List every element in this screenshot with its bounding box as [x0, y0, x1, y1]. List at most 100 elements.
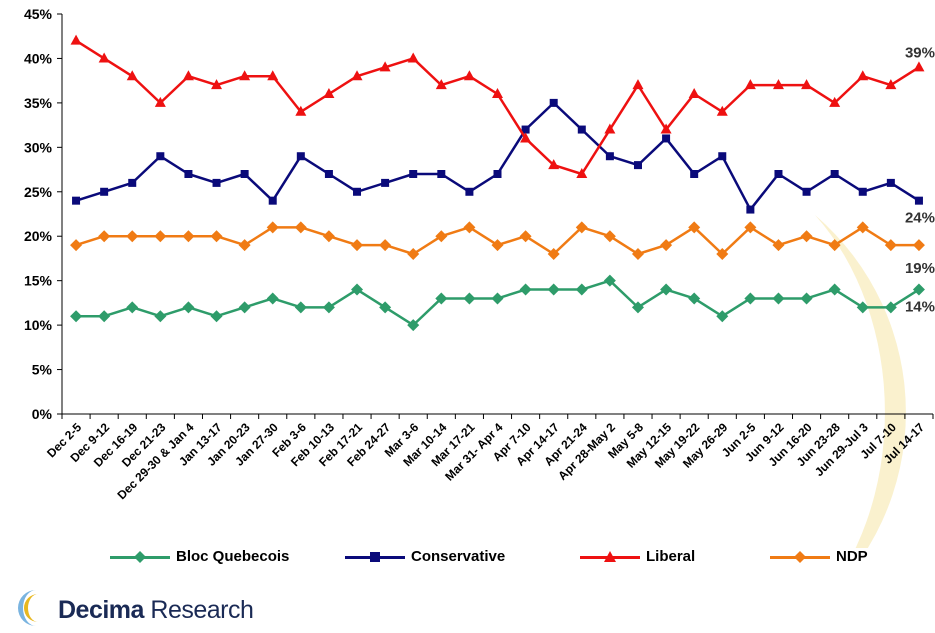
data-point-conservative [184, 170, 193, 178]
y-tick-label: 0% [32, 406, 53, 422]
logo-name: Decima Research [58, 596, 254, 625]
data-point-liberal [154, 96, 166, 107]
data-point-liberal [604, 123, 616, 134]
data-point-conservative [774, 170, 783, 178]
data-point-bloc-quebecois [519, 283, 532, 296]
data-point-liberal [688, 88, 700, 98]
series-conservative [72, 98, 923, 214]
data-point-conservative [493, 170, 502, 178]
data-point-liberal [407, 52, 419, 63]
watermark-arc [815, 215, 906, 548]
data-point-liberal [379, 61, 391, 72]
logo-name-bold: Decima [58, 596, 144, 624]
line-chart: 0% 5% 10% 15% 20% 25% 30% 35% 40% 45% Dec 2-5Dec … [24, 6, 935, 548]
data-point-liberal [772, 79, 784, 90]
data-point-bloc-quebecois [126, 301, 139, 314]
data-point-bloc-quebecois [631, 301, 644, 314]
data-point-bloc-quebecois [266, 292, 279, 305]
data-point-ndp [154, 230, 167, 243]
data-point-ndp [379, 239, 392, 252]
data-point-ndp [547, 248, 560, 260]
data-point-bloc-quebecois [884, 301, 897, 314]
data-point-ndp [98, 230, 111, 243]
watermark-arc-shape [815, 215, 906, 548]
crescent-logo-icon [18, 588, 48, 633]
data-point-ndp [210, 230, 223, 243]
data-point-bloc-quebecois [435, 292, 448, 305]
data-point-bloc-quebecois [379, 301, 392, 314]
data-point-conservative [633, 161, 642, 170]
data-point-ndp [407, 248, 420, 260]
data-point-conservative [858, 187, 867, 196]
data-point-bloc-quebecois [912, 283, 925, 296]
data-point-conservative [914, 196, 923, 205]
y-tick-label: 15% [24, 273, 53, 289]
data-point-ndp [772, 239, 785, 252]
data-point-bloc-quebecois [238, 301, 251, 314]
data-point-liberal [744, 79, 756, 90]
data-point-bloc-quebecois [800, 292, 813, 305]
y-axis: 0% 5% 10% 15% 20% 25% 30% 35% 40% 45% [24, 6, 63, 422]
end-labels: 39% 24% 19% 14% [905, 44, 935, 315]
series-layer [70, 34, 925, 332]
data-point-bloc-quebecois [98, 310, 111, 323]
decima-logo: Decima Research [18, 588, 254, 633]
data-point-conservative [212, 178, 221, 187]
data-point-liberal [548, 159, 560, 170]
data-point-conservative [690, 170, 699, 178]
data-point-liberal [913, 61, 925, 72]
data-point-conservative [128, 178, 137, 187]
data-point-liberal [716, 105, 728, 116]
data-point-conservative [409, 170, 418, 178]
data-point-ndp [575, 221, 588, 234]
data-point-conservative [100, 187, 109, 196]
legend-label-bloc-quebecois: Bloc Quebecois [176, 548, 290, 565]
data-point-ndp [744, 221, 757, 234]
data-point-bloc-quebecois [407, 319, 420, 332]
data-point-conservative [353, 187, 362, 196]
data-point-bloc-quebecois [660, 283, 673, 296]
data-point-conservative [437, 170, 446, 178]
data-point-ndp [435, 230, 448, 243]
data-point-ndp [351, 239, 364, 252]
data-point-liberal [576, 168, 588, 178]
data-point-bloc-quebecois [154, 310, 167, 323]
data-point-ndp [631, 248, 644, 260]
data-point-bloc-quebecois [575, 283, 588, 296]
series-bloc-quebecois [70, 274, 925, 332]
y-tick-label: 35% [24, 95, 53, 111]
data-point-bloc-quebecois [547, 283, 560, 296]
data-point-conservative [324, 170, 333, 178]
data-point-liberal [323, 88, 335, 98]
data-point-bloc-quebecois [688, 292, 701, 305]
data-point-conservative [746, 205, 755, 214]
data-point-ndp [660, 239, 673, 252]
data-point-conservative [521, 125, 530, 134]
data-point-liberal [70, 34, 82, 45]
data-point-ndp [182, 230, 195, 243]
data-point-liberal [463, 70, 475, 81]
series-line-liberal [75, 39, 920, 176]
data-point-conservative [549, 98, 558, 107]
data-point-ndp [126, 230, 139, 243]
data-point-ndp [856, 221, 869, 234]
data-point-ndp [491, 239, 504, 252]
data-point-ndp [884, 239, 897, 252]
data-point-ndp [463, 221, 476, 234]
end-label: 19% [905, 260, 935, 277]
logo-name-regular: Research [143, 596, 254, 624]
legend-swatch-conservative [345, 550, 405, 564]
end-label: 24% [905, 210, 935, 227]
data-point-ndp [800, 230, 813, 243]
data-point-ndp [688, 221, 701, 234]
data-point-bloc-quebecois [210, 310, 223, 323]
data-point-ndp [266, 221, 279, 234]
data-point-liberal [520, 132, 532, 143]
series-liberal [70, 34, 925, 178]
series-ndp [70, 221, 925, 260]
data-point-bloc-quebecois [322, 301, 335, 314]
data-point-liberal [660, 123, 672, 134]
data-point-liberal [829, 96, 841, 107]
data-point-bloc-quebecois [351, 283, 364, 296]
